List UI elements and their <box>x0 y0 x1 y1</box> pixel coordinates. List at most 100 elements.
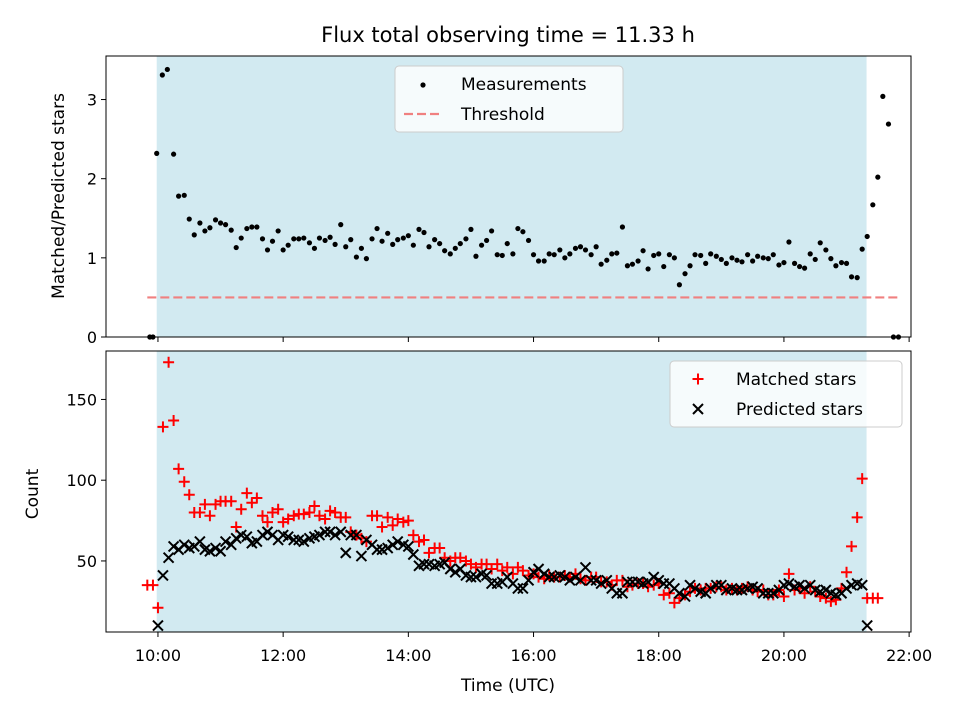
data-point <box>885 121 892 127</box>
data-point <box>590 574 602 587</box>
data-point <box>473 253 479 259</box>
data-point <box>178 539 190 551</box>
data-point <box>267 506 279 518</box>
data-point <box>851 511 863 523</box>
data-point <box>159 72 165 78</box>
data-point <box>324 505 336 517</box>
data-point <box>449 566 461 578</box>
data-point <box>400 235 406 241</box>
data-point <box>442 248 448 254</box>
data-point <box>152 619 164 632</box>
data-point <box>486 563 498 575</box>
legend: Measurements Threshold <box>394 65 624 133</box>
data-point <box>350 529 363 541</box>
data-point <box>447 251 453 257</box>
data-point <box>259 236 266 242</box>
data-point <box>395 237 401 243</box>
data-point <box>621 576 634 588</box>
data-point <box>512 582 524 595</box>
legend-label: Threshold <box>460 105 545 125</box>
data-point <box>666 252 672 258</box>
data-point <box>391 535 404 548</box>
series-measurements <box>147 66 902 340</box>
data-point <box>418 558 430 570</box>
data-point <box>520 229 526 235</box>
data-point <box>204 545 216 557</box>
data-point <box>355 550 368 562</box>
data-point <box>282 531 294 543</box>
data-point <box>306 240 313 246</box>
legend: Matched stars Predicted stars <box>669 360 903 428</box>
data-point <box>285 242 291 248</box>
data-point <box>324 526 336 538</box>
data-point <box>269 238 276 244</box>
data-point <box>483 237 490 244</box>
data-point <box>256 510 268 522</box>
data-point <box>308 500 320 512</box>
data-point <box>619 224 626 230</box>
data-point <box>564 574 576 587</box>
data-point <box>762 587 774 599</box>
x-tick-label: 16:00 <box>510 646 556 665</box>
data-point <box>235 503 247 515</box>
data-point <box>298 508 310 520</box>
data-point <box>374 225 380 232</box>
data-point <box>280 247 286 253</box>
data-point <box>679 590 691 603</box>
y-tick-label: 0 <box>87 328 97 347</box>
data-point <box>298 535 310 548</box>
data-point <box>661 263 667 270</box>
data-point <box>480 569 493 582</box>
data-point <box>812 256 818 263</box>
data-point <box>454 552 466 564</box>
data-point <box>656 251 662 257</box>
data-point <box>348 237 354 243</box>
legend-label: Matched stars <box>736 370 856 390</box>
data-point <box>875 174 881 180</box>
data-point <box>470 571 482 583</box>
x-tick-label: 18:00 <box>636 646 682 665</box>
data-point <box>316 235 323 241</box>
data-point <box>197 220 203 226</box>
data-point <box>157 569 169 582</box>
data-point <box>870 202 876 208</box>
data-point <box>574 574 587 587</box>
data-point <box>658 589 670 601</box>
data-point <box>296 236 302 242</box>
panel-ratio: 0 1 2 3 Measurements Threshold <box>87 55 912 347</box>
y-tick-label: 1 <box>87 249 97 268</box>
data-point <box>783 577 795 590</box>
data-point <box>319 526 331 538</box>
data-point <box>614 250 620 256</box>
data-point <box>340 547 352 559</box>
data-point <box>204 510 216 522</box>
y-tick-label: 150 <box>66 390 97 409</box>
data-point <box>217 220 224 226</box>
data-point <box>861 619 873 632</box>
data-point <box>413 536 425 548</box>
data-point <box>841 566 853 578</box>
data-point <box>402 540 415 553</box>
data-point <box>207 225 213 231</box>
data-point <box>426 244 432 250</box>
legend-label: Predicted stars <box>736 400 863 420</box>
data-point <box>609 251 615 257</box>
data-point <box>313 529 326 541</box>
data-point <box>421 229 427 236</box>
data-point <box>457 240 463 247</box>
data-point <box>601 574 613 587</box>
data-point <box>710 579 723 591</box>
data-point <box>369 236 375 242</box>
data-point <box>624 263 631 269</box>
series-predicted-stars <box>152 526 873 632</box>
data-point <box>864 233 870 240</box>
data-point <box>186 216 192 222</box>
data-point <box>760 255 766 261</box>
data-point <box>261 526 274 538</box>
data-point <box>343 244 349 250</box>
data-point <box>723 260 729 266</box>
data-point <box>703 260 709 266</box>
data-point <box>194 506 206 518</box>
data-point <box>781 259 787 266</box>
data-point <box>535 258 542 264</box>
